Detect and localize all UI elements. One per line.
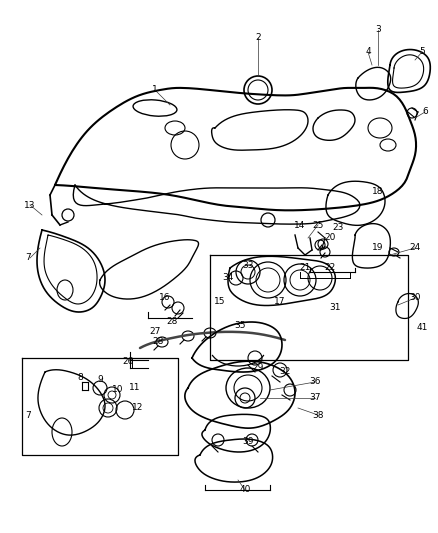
Text: 4: 4 xyxy=(365,47,371,56)
Text: 8: 8 xyxy=(77,374,83,383)
Text: 20: 20 xyxy=(324,233,336,243)
Text: 2: 2 xyxy=(255,34,261,43)
Text: 27: 27 xyxy=(149,327,161,336)
Text: 41: 41 xyxy=(416,324,427,333)
Text: 34: 34 xyxy=(223,273,234,282)
Text: 12: 12 xyxy=(132,403,144,413)
Text: 25: 25 xyxy=(312,221,324,230)
Text: 28: 28 xyxy=(152,337,164,346)
Text: 24: 24 xyxy=(410,244,420,253)
Text: 36: 36 xyxy=(309,377,321,386)
Text: 31: 31 xyxy=(329,303,341,312)
Text: 10: 10 xyxy=(112,385,124,394)
Text: 33: 33 xyxy=(242,261,254,270)
Text: 17: 17 xyxy=(274,297,286,306)
Text: 18: 18 xyxy=(372,188,384,197)
Text: 38: 38 xyxy=(312,410,324,419)
Text: 7: 7 xyxy=(25,410,31,419)
Text: 5: 5 xyxy=(419,47,425,56)
Text: 30: 30 xyxy=(409,294,421,303)
Text: 7: 7 xyxy=(25,254,31,262)
Text: 19: 19 xyxy=(372,244,384,253)
Text: 6: 6 xyxy=(422,108,428,117)
Text: 11: 11 xyxy=(129,384,141,392)
Text: 32: 32 xyxy=(279,367,291,376)
Text: 35: 35 xyxy=(234,320,246,329)
Text: 37: 37 xyxy=(309,393,321,402)
Text: 1: 1 xyxy=(152,85,158,94)
Text: 3: 3 xyxy=(375,26,381,35)
Text: 16: 16 xyxy=(159,294,171,303)
Text: 13: 13 xyxy=(24,200,36,209)
Text: 22: 22 xyxy=(325,263,336,272)
Text: 29: 29 xyxy=(252,364,264,373)
Text: 28: 28 xyxy=(166,318,178,327)
Text: 39: 39 xyxy=(242,438,254,447)
Text: 21: 21 xyxy=(299,263,311,272)
Text: 40: 40 xyxy=(239,486,251,495)
Text: 26: 26 xyxy=(122,358,134,367)
Text: 15: 15 xyxy=(214,297,226,306)
Text: 23: 23 xyxy=(332,223,344,232)
Text: 14: 14 xyxy=(294,221,306,230)
Text: 9: 9 xyxy=(97,376,103,384)
